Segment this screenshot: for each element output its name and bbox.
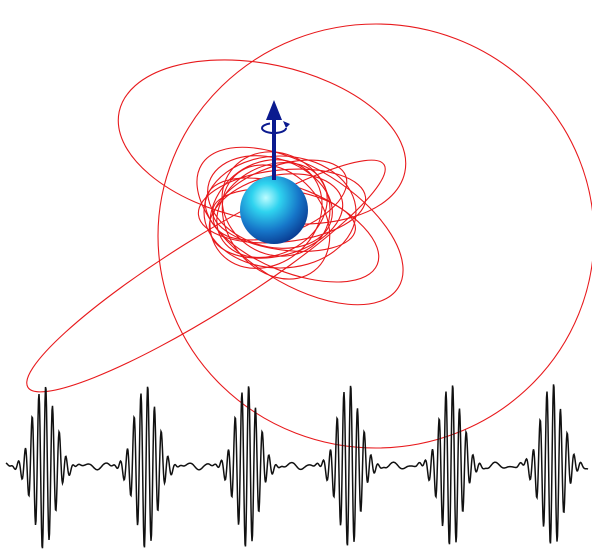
spin-rotation-icon (261, 121, 290, 134)
orbit-loop-15 (221, 164, 331, 280)
orbit-loop-13 (209, 159, 323, 269)
spin-axis-arrowhead (266, 100, 282, 120)
orbit-loop-1 (157, 23, 592, 449)
orbit-loop-3 (26, 159, 386, 393)
central-body (240, 176, 308, 244)
orbit-loop-6 (203, 155, 357, 269)
orbit-trajectories (26, 23, 592, 449)
spin-axis-arrow (261, 100, 290, 180)
central-body-group (240, 176, 308, 244)
waveform-trace (5, 384, 589, 549)
orbit-loop-9 (221, 151, 331, 257)
orbit-loop-12 (204, 177, 380, 283)
orbit-loop-11 (216, 162, 328, 258)
